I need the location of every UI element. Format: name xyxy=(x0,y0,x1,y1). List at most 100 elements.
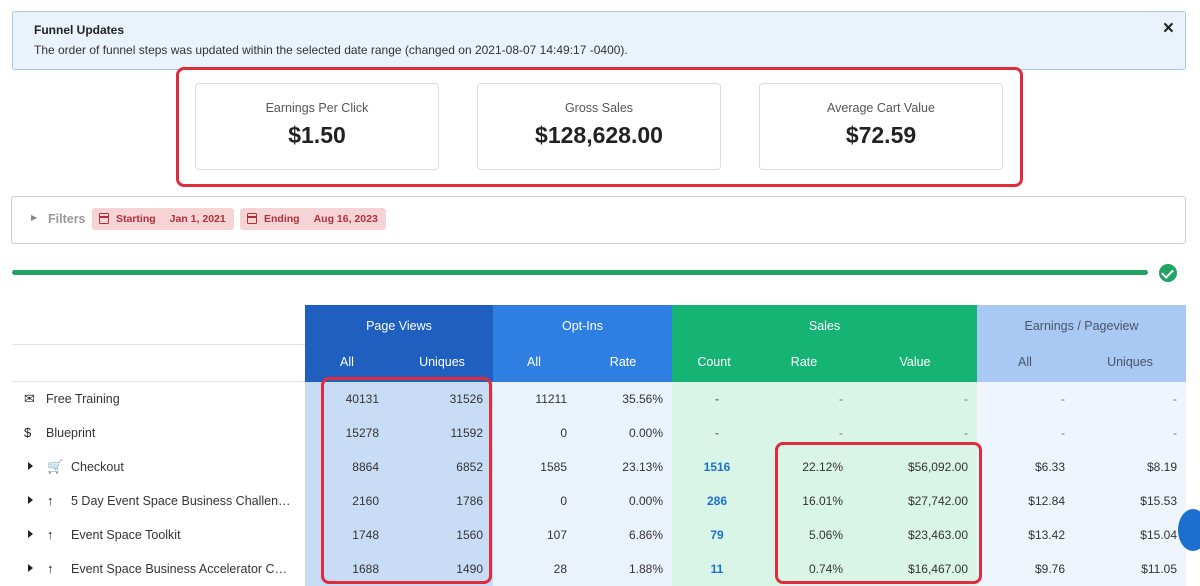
sales-header: Sales Count Rate Value xyxy=(672,305,977,382)
col-header-count[interactable]: Count xyxy=(697,355,731,369)
expand-caret-icon[interactable] xyxy=(28,530,33,538)
cell-opt-rate: 0.00% xyxy=(628,494,663,508)
step-name[interactable]: Event Space Business Accelerator C… xyxy=(71,562,288,576)
close-icon[interactable]: × xyxy=(1162,18,1174,39)
expand-caret-icon[interactable] xyxy=(28,462,33,470)
cell-e-all: $13.42 xyxy=(1028,528,1065,542)
cell-opt-rate: 6.86% xyxy=(628,528,663,542)
cell-pv-uniq: 1490 xyxy=(456,562,483,576)
cell-s-count[interactable]: 79 xyxy=(710,528,724,542)
cell-pv-uniq: 6852 xyxy=(456,460,483,474)
check-circle-icon xyxy=(1159,264,1177,282)
cell-s-count: - xyxy=(715,392,719,406)
cell-opt-rate: 1.88% xyxy=(628,562,663,576)
cell-opt-all: 0 xyxy=(560,494,567,508)
funnel-step-row[interactable]: ✉ Free Training xyxy=(0,382,300,416)
starting-label: Starting xyxy=(116,213,156,225)
cell-opt-all: 11211 xyxy=(535,392,567,406)
cell-e-uniq: $8.19 xyxy=(1146,460,1177,474)
cell-pv-all: 1688 xyxy=(352,562,379,576)
step-name[interactable]: Free Training xyxy=(46,392,120,406)
stat-label: Gross Sales xyxy=(564,101,634,115)
chat-launcher-button[interactable] xyxy=(1178,509,1200,551)
col-header-rate[interactable]: Rate xyxy=(609,355,637,369)
cell-s-value: $16,467.00 xyxy=(907,562,968,576)
optins-header: Opt-Ins All Rate xyxy=(493,305,672,382)
cell-e-all: - xyxy=(1061,426,1065,440)
cell-e-all: $6.33 xyxy=(1034,460,1065,474)
step-name[interactable]: Blueprint xyxy=(46,426,96,440)
stat-card-gross-sales: Gross Sales $128,628.00 xyxy=(477,83,721,170)
envelope-icon: ✉ xyxy=(24,391,35,406)
funnel-step-row[interactable]: ↑ Event Space Business Accelerator C… xyxy=(0,552,300,586)
col-header-all[interactable]: All xyxy=(1018,355,1032,369)
cell-pv-all: 2160 xyxy=(352,494,379,508)
starting-value: Jan 1, 2021 xyxy=(169,213,226,225)
group-title: Page Views xyxy=(366,319,432,333)
cell-pv-uniq: 1786 xyxy=(456,494,483,508)
cell-opt-all: 107 xyxy=(546,528,567,542)
stat-value: $128,628.00 xyxy=(535,122,663,148)
cell-s-rate: 16.01% xyxy=(802,494,843,508)
col-header-all[interactable]: All xyxy=(340,355,354,369)
col-header-uniques[interactable]: Uniques xyxy=(1107,355,1153,369)
cell-opt-rate: 35.56% xyxy=(622,392,663,406)
cell-pv-all: 40131 xyxy=(345,392,379,406)
cell-opt-all: 0 xyxy=(560,426,567,440)
arrow-up-icon: ↑ xyxy=(47,527,54,542)
col-header-rate[interactable]: Rate xyxy=(790,355,818,369)
cell-opt-all: 28 xyxy=(553,562,567,576)
funnel-step-row[interactable]: ↑ Event Space Toolkit xyxy=(0,518,300,552)
step-name[interactable]: 5 Day Event Space Business Challen… xyxy=(71,494,291,508)
group-title: Sales xyxy=(808,319,841,333)
col-header-all[interactable]: All xyxy=(527,355,541,369)
cell-pv-all: 15278 xyxy=(345,426,379,440)
expand-caret-icon[interactable] xyxy=(28,564,33,572)
cell-s-value: $27,742.00 xyxy=(907,494,968,508)
col-header-uniques[interactable]: Uniques xyxy=(419,355,465,369)
cell-e-all: $9.76 xyxy=(1034,562,1065,576)
ending-date-chip[interactable]: Ending Aug 16, 2023 xyxy=(240,208,386,230)
cell-s-rate: 22.12% xyxy=(802,460,843,474)
sales-highlight-box xyxy=(775,442,982,584)
step-name[interactable]: Checkout xyxy=(71,460,124,474)
funnel-step-row[interactable]: 🛒 Checkout xyxy=(0,450,300,484)
page-views-header: Page Views All Uniques xyxy=(305,305,493,382)
cell-pv-uniq: 11592 xyxy=(450,426,483,440)
cell-s-rate: - xyxy=(839,426,843,440)
cell-s-rate: 0.74% xyxy=(808,562,843,576)
caret-right-icon[interactable]: ▶ xyxy=(31,213,38,222)
calendar-icon xyxy=(247,213,257,224)
starting-date-chip[interactable]: Starting Jan 1, 2021 xyxy=(92,208,234,230)
dollar-icon: $ xyxy=(24,425,32,440)
step-name[interactable]: Event Space Toolkit xyxy=(71,528,181,542)
stat-label: Average Cart Value xyxy=(827,101,935,115)
cell-s-count[interactable]: 11 xyxy=(710,562,724,576)
filters-toggle[interactable]: Filters xyxy=(48,212,86,226)
cell-pv-all: 8864 xyxy=(352,460,379,474)
cell-pv-all: 1748 xyxy=(352,528,379,542)
cell-s-value: - xyxy=(964,392,968,406)
cell-opt-rate: 23.13% xyxy=(622,460,663,474)
funnel-step-row[interactable]: $ Blueprint xyxy=(0,416,300,450)
arrow-up-icon: ↑ xyxy=(47,561,54,576)
header-divider xyxy=(12,344,305,345)
ending-value: Aug 16, 2023 xyxy=(313,213,378,225)
cell-s-count[interactable]: 1516 xyxy=(703,460,731,474)
col-header-value[interactable]: Value xyxy=(899,355,931,369)
cell-s-value: $56,092.00 xyxy=(907,460,968,474)
cart-icon: 🛒 xyxy=(47,459,64,474)
cell-opt-rate: 0.00% xyxy=(628,426,663,440)
cell-s-count[interactable]: 286 xyxy=(706,494,728,508)
alert-title: Funnel Updates xyxy=(34,23,125,37)
page-views-highlight-box xyxy=(321,377,492,584)
stat-card-average-cart-value: Average Cart Value $72.59 xyxy=(759,83,1003,170)
cell-s-count: - xyxy=(715,426,719,440)
cell-e-uniq: - xyxy=(1173,426,1177,440)
funnel-step-row[interactable]: ↑ 5 Day Event Space Business Challen… xyxy=(0,484,300,518)
expand-caret-icon[interactable] xyxy=(28,496,33,504)
cell-e-uniq: $15.04 xyxy=(1140,528,1177,542)
cell-e-all: - xyxy=(1061,392,1065,406)
ending-label: Ending xyxy=(264,213,300,225)
cell-e-uniq: - xyxy=(1173,392,1177,406)
